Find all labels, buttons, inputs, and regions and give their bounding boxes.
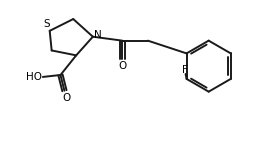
Text: F: F xyxy=(182,65,188,75)
Text: N: N xyxy=(94,30,102,40)
Text: HO: HO xyxy=(26,72,42,82)
Text: S: S xyxy=(43,19,50,29)
Text: O: O xyxy=(62,92,71,103)
Text: O: O xyxy=(118,61,126,71)
